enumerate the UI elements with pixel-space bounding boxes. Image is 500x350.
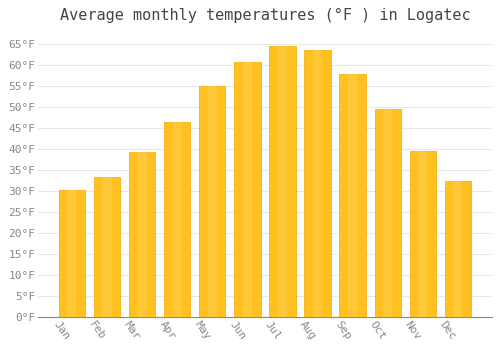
Bar bbox=[304, 50, 330, 316]
Title: Average monthly temperatures (°F ) in Logatec: Average monthly temperatures (°F ) in Lo… bbox=[60, 8, 470, 23]
Bar bbox=[208, 86, 217, 316]
Bar bbox=[270, 46, 295, 316]
Bar bbox=[444, 181, 471, 316]
Bar bbox=[94, 176, 120, 316]
Bar bbox=[278, 46, 287, 316]
Bar bbox=[172, 122, 182, 316]
Bar bbox=[68, 190, 76, 316]
Bar bbox=[138, 152, 146, 316]
Bar bbox=[58, 190, 85, 316]
Bar bbox=[199, 86, 226, 316]
Bar bbox=[374, 108, 401, 316]
Bar bbox=[418, 151, 428, 316]
Bar bbox=[313, 50, 322, 316]
Bar bbox=[410, 151, 436, 316]
Bar bbox=[102, 176, 112, 316]
Bar bbox=[234, 62, 260, 316]
Bar bbox=[383, 108, 392, 316]
Bar bbox=[129, 152, 155, 316]
Bar bbox=[340, 74, 366, 316]
Bar bbox=[348, 74, 357, 316]
Bar bbox=[164, 122, 190, 316]
Bar bbox=[454, 181, 462, 316]
Bar bbox=[242, 62, 252, 316]
